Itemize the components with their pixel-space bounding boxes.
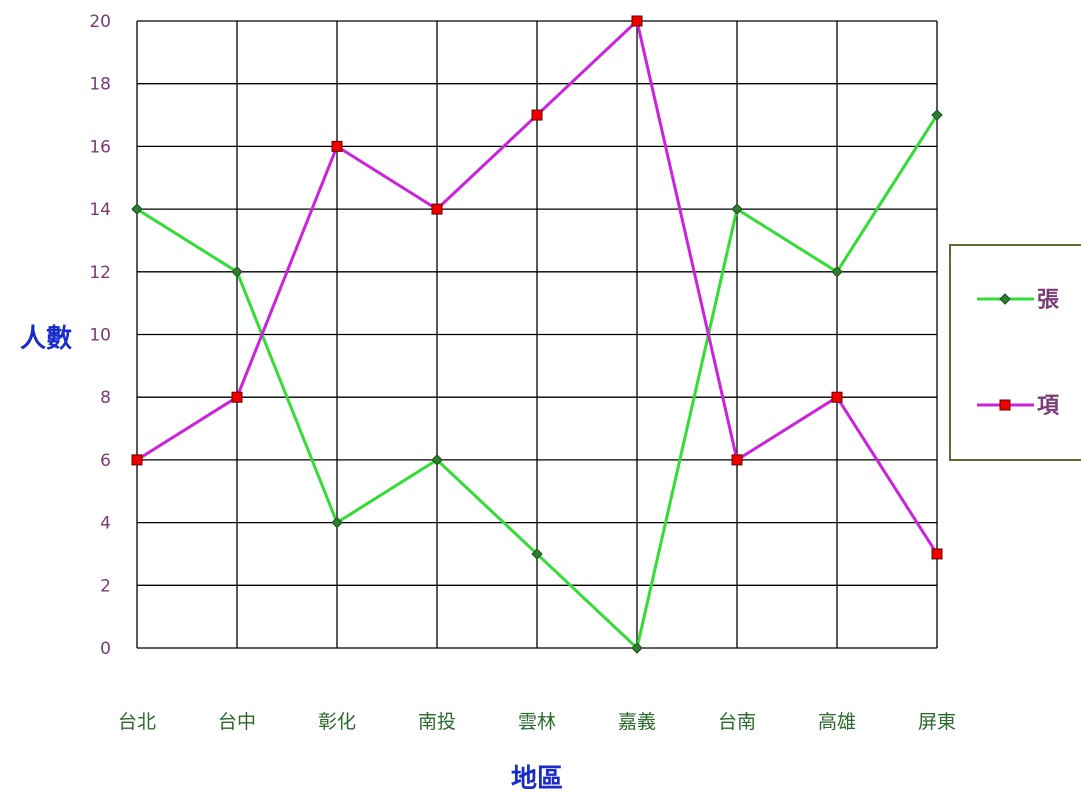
series-1-line-segment: [635, 19, 739, 462]
series-0-point: [431, 454, 443, 466]
grid: [136, 20, 938, 649]
x-tick-label: 嘉義: [618, 711, 656, 733]
series-lines: [135, 19, 939, 650]
y-tick-label: 14: [89, 200, 111, 220]
series-1-line-segment: [335, 144, 439, 211]
y-axis-title: 人數: [20, 324, 72, 354]
series-markers: [131, 15, 943, 654]
x-tick-label: 南投: [418, 711, 456, 733]
series-0-point: [831, 266, 843, 278]
legend-label: 項: [1037, 393, 1060, 419]
series-0-point: [231, 266, 243, 278]
x-axis-ticks: 台北 台中 彰化 南投 雲林 嘉義 台南 高雄 屏東: [118, 711, 956, 733]
y-tick-label: 12: [89, 263, 111, 283]
series-0-point: [131, 203, 143, 215]
series-0-line-segment: [435, 458, 539, 556]
series-1-line-segment: [435, 113, 539, 211]
series-1-point: [431, 203, 443, 215]
legend-box: [949, 244, 1081, 461]
x-tick-label: 台南: [718, 711, 756, 733]
series-1-point: [331, 140, 343, 152]
series-0-line-segment: [535, 552, 639, 650]
series-1-line-segment: [235, 144, 339, 399]
y-tick-label: 4: [100, 514, 111, 534]
y-tick-label: 18: [89, 75, 111, 95]
y-tick-label: 10: [89, 326, 111, 346]
series-1-point: [631, 15, 643, 27]
y-tick-label: 20: [89, 12, 111, 32]
y-tick-label: 16: [89, 137, 111, 157]
series-1-point: [131, 454, 143, 466]
y-tick-label: 2: [100, 576, 111, 596]
x-tick-label: 台中: [218, 711, 256, 733]
series-1-line-segment: [535, 19, 639, 117]
x-axis-title: 地區: [511, 764, 563, 794]
series-1-point: [531, 109, 543, 121]
y-tick-label: 0: [100, 639, 111, 659]
series-1-line-segment: [135, 395, 239, 462]
series-1-point: [231, 391, 243, 403]
series-1-line-segment: [735, 395, 839, 462]
series-0-line-segment: [135, 207, 239, 274]
series-1-point: [731, 454, 743, 466]
series-0-point: [731, 203, 743, 215]
y-tick-label: 8: [100, 388, 111, 408]
legend-label: 張: [1037, 287, 1060, 313]
legend: 張項: [949, 244, 1081, 461]
x-tick-label: 雲林: [518, 711, 556, 733]
legend-swatch-marker: [999, 293, 1011, 305]
series-0-line-segment: [635, 207, 739, 650]
series-0-line-segment: [235, 270, 339, 525]
series-0-point: [931, 109, 943, 121]
x-tick-label: 屏東: [918, 711, 956, 733]
series-0-line-segment: [735, 207, 839, 274]
series-0-point: [331, 516, 343, 529]
series-0-point: [531, 548, 543, 560]
x-tick-label: 台北: [118, 711, 156, 733]
series-1-point: [831, 391, 843, 403]
series-1-point: [931, 548, 943, 560]
x-tick-label: 高雄: [818, 711, 856, 733]
y-tick-label: 6: [100, 451, 111, 471]
y-axis-ticks: 0 2 4 6 8 10 12 14 16 18 20: [89, 12, 111, 659]
series-0-point: [631, 642, 643, 654]
x-tick-label: 彰化: [318, 711, 356, 733]
legend-swatch-marker: [999, 399, 1011, 411]
series-1-line-segment: [835, 395, 939, 556]
series-0-line-segment: [835, 113, 939, 274]
series-0-line-segment: [335, 458, 439, 525]
